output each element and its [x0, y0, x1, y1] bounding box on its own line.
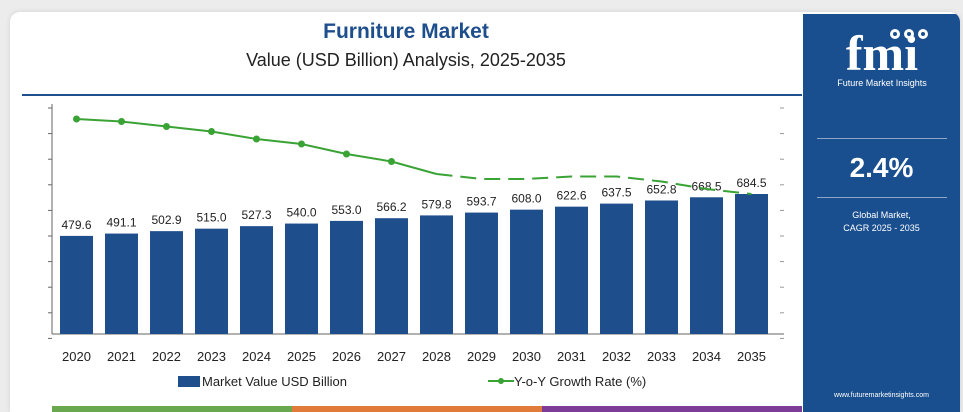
bar-value-label: 652.8: [646, 182, 676, 196]
bar-value-label: 668.5: [691, 179, 721, 193]
legend-line-swatch: [488, 378, 514, 384]
fmi-logo-mark: fmi: [846, 25, 928, 81]
cagr-value: 2.4%: [849, 152, 914, 183]
legend-bar-label: Market Value USD Billion: [202, 374, 347, 389]
growth-point: [298, 140, 305, 148]
growth-point: [208, 128, 215, 135]
bar-2028: [420, 215, 453, 334]
x-tick-label: 2029: [467, 349, 496, 364]
bar-value-label: 515.0: [196, 211, 226, 225]
legend-bar: Market Value USD Billion: [178, 374, 347, 389]
strip-green: [52, 406, 292, 412]
bar-2033: [645, 200, 678, 334]
bar-value-label: 684.5: [736, 176, 766, 190]
website-link[interactable]: www.futuremarketinsights.com: [834, 392, 929, 399]
chart-title: Furniture Market: [323, 20, 489, 43]
bar-2034: [690, 197, 723, 334]
x-tick-label: 2024: [242, 349, 271, 364]
bar-value-label: 491.1: [106, 216, 136, 230]
growth-line-historic: [76, 118, 437, 175]
bar-value-label: 479.6: [61, 218, 91, 232]
x-tick-label: 2030: [512, 349, 541, 364]
title-separator: [22, 94, 802, 96]
bar-value-label: 622.6: [556, 189, 586, 203]
bar-2026: [330, 220, 363, 334]
cagr-label: Global Market, CAGR 2025 - 2035: [803, 209, 960, 235]
bar-2020: [60, 235, 93, 334]
legend-line-label: Y-o-Y Growth Rate (%): [514, 374, 647, 389]
chart-card: Furniture Market Value (USD Billion) Ana…: [10, 12, 960, 412]
growth-point: [388, 158, 395, 165]
summary-sidebar: fmi Future Market Insights 2.4% Global M…: [803, 14, 960, 412]
bar-2029: [465, 212, 498, 334]
bar-2030: [510, 209, 543, 334]
legend-line: Y-o-Y Growth Rate (%): [488, 374, 646, 389]
x-tick-label: 2028: [422, 349, 451, 364]
bar-value-label: 540.0: [286, 206, 316, 220]
x-tick-label: 2025: [287, 349, 316, 364]
x-tick-label: 2020: [62, 349, 91, 364]
strip-orange: [292, 406, 542, 412]
bar-value-label: 608.0: [511, 192, 541, 206]
bar-2022: [150, 231, 183, 334]
growth-point: [73, 115, 80, 123]
chart-subtitle: Value (USD Billion) Analysis, 2025-2035: [246, 50, 566, 70]
sidebar-divider-top: [817, 138, 947, 139]
cagr-label-line2: CAGR 2025 - 2035: [843, 223, 920, 233]
bar-value-label: 566.2: [376, 200, 406, 214]
growth-line-forecast: [436, 173, 752, 195]
logo-caption: Future Market Insights: [837, 78, 927, 88]
x-tick-label: 2022: [152, 349, 181, 364]
growth-point: [118, 118, 125, 125]
bar-2035: [735, 194, 768, 334]
bar-value-label: 579.8: [421, 197, 451, 211]
bar-2025: [285, 223, 318, 334]
bar-2027: [375, 218, 408, 334]
x-tick-label: 2034: [692, 349, 721, 364]
x-tick-label: 2027: [377, 349, 406, 364]
legend-bar-swatch: [178, 376, 200, 387]
bar-2023: [195, 228, 228, 334]
growth-point: [253, 135, 260, 143]
x-tick-label: 2032: [602, 349, 631, 364]
bar-value-label: 553.0: [331, 203, 361, 217]
bar-2024: [240, 226, 273, 334]
bar-value-label: 502.9: [151, 213, 181, 227]
x-tick-label: 2021: [107, 349, 136, 364]
bar-value-label: 593.7: [466, 195, 496, 209]
sidebar-divider-middle: [817, 197, 947, 198]
x-tick-label: 2026: [332, 349, 361, 364]
bar-value-label: 637.5: [601, 186, 631, 200]
fmi-logo: fmi Future Market Insights: [821, 25, 943, 98]
x-tick-label: 2031: [557, 349, 586, 364]
bar-2032: [600, 203, 633, 334]
cagr-label-line1: Global Market,: [852, 210, 911, 220]
market-chart: 479.6 2020 491.1 2021 502.9 2022 515.0 2023 527.…: [48, 104, 784, 364]
x-tick-label: 2035: [737, 349, 766, 364]
growth-point: [343, 150, 350, 158]
strip-purple: [542, 406, 802, 412]
x-tick-label: 2023: [197, 349, 226, 364]
bar-2021: [105, 233, 138, 334]
x-tick-label: 2033: [647, 349, 676, 364]
bar-2031: [555, 206, 588, 334]
bar-value-label: 527.3: [241, 208, 271, 222]
growth-point: [163, 123, 170, 130]
